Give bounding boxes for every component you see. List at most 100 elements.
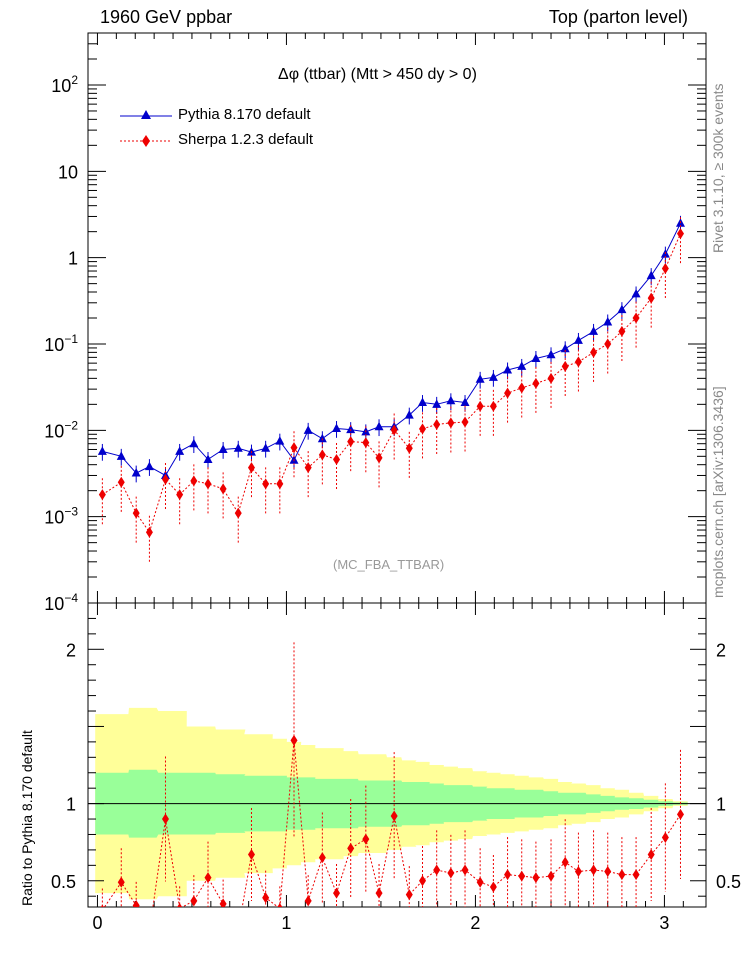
y-tick-label: 10 [58,162,78,182]
pythia-point [374,421,384,431]
pythia-point [432,399,442,408]
ratio-point [574,866,582,878]
ratio-point [632,869,640,881]
ratio-y-tick-label-right: 0.5 [716,872,741,892]
legend-label-pythia: Pythia 8.170 default [178,106,311,123]
ratio-y-tick-label-right: 2 [716,640,726,660]
pythia-point [546,349,556,359]
ratio-point [518,870,526,882]
y-tick-label: 102 [51,73,78,96]
pythia-point [503,364,513,374]
pythia-point [603,316,613,326]
ratio-line [103,740,681,907]
ratio-point [362,833,370,845]
pythia-point [475,374,485,383]
ratio-point [461,864,469,876]
pythia-point [617,304,627,314]
ratio-point [676,808,684,820]
pythia-point [303,425,313,434]
series-layer [97,215,685,937]
ratio-y-tick-label: 0.5 [51,872,76,892]
sherpa-point [476,400,484,412]
sherpa-point [276,478,284,490]
x-tick-label: 1 [281,913,291,933]
sherpa-point [604,338,612,350]
ratio-point [146,926,153,937]
ratio-point [190,895,198,907]
sherpa-point [247,462,255,474]
sherpa-point [433,418,441,430]
ratio-panel-frame [87,602,707,908]
ratio-point [235,925,242,936]
sherpa-point [176,489,184,501]
ratio-y-tick-label: 2 [66,640,76,660]
sherpa-point [234,507,242,519]
sherpa-point [333,453,341,465]
legend-label-sherpa: Sherpa 1.2.3 default [178,131,314,148]
ratio-y-tick-label: 1 [66,795,76,815]
header-energy-label: 1960 GeV ppbar [100,7,233,27]
pythia-point [131,468,141,477]
sherpa-point [347,436,355,448]
pythia-point [97,446,107,455]
ratio-point [476,876,484,888]
sherpa-point [318,449,326,461]
x-tick-label: 3 [659,913,669,933]
ratio-point [333,887,341,899]
sherpa-point [98,489,106,501]
ratio-point [405,889,413,901]
sherpa-point [447,417,455,429]
pythia-point [446,395,456,405]
pythia-point [275,436,285,445]
rivet-version-label: Rivet 3.1.10, ≥ 300k events [710,83,726,253]
sherpa-point [489,400,497,412]
sherpa-point [117,476,125,488]
ratio-point [375,887,383,899]
ratio-y-tick-label-right: 1 [716,795,726,815]
sherpa-point [532,377,540,389]
pythia-point [488,372,498,381]
pythia-point [631,288,641,298]
sherpa-line [102,233,681,534]
ratio-point [132,899,140,907]
sherpa-point [219,483,227,495]
sherpa-point [618,325,626,337]
pythia-point [589,326,599,335]
y-tick-label: 10−3 [44,505,78,528]
pythia-point [646,270,656,280]
ratio-axis-label: Ratio to Pythia 8.170 default [19,730,35,906]
sherpa-point [145,526,153,538]
ratio-point [618,869,626,881]
pythia-point [346,424,356,434]
sherpa-point [590,346,598,358]
pythia-point [573,335,583,344]
ratio-point [304,895,312,907]
sherpa-point [632,312,640,324]
pythia-point [460,397,470,407]
sherpa-point [375,452,383,464]
y-tick-label: 10−2 [44,418,78,441]
sherpa-point [405,442,413,454]
axes: 0 1 2 3 10−4 10−3 10−2 10−1 1 10 102 0.5 0.5 1 1 2 2 [44,32,741,933]
pythia-point [332,423,342,432]
legend-marker-sherpa [120,135,172,147]
sherpa-point [161,473,169,485]
ratio-point [100,904,104,907]
ratio-point [219,898,227,907]
sherpa-point [204,478,212,490]
ratio-point [433,864,441,876]
pythia-point [418,397,428,407]
ratio-point [277,903,283,907]
sherpa-point [390,424,398,436]
pythia-point [144,461,154,471]
header-process-label: Top (parton level) [548,7,688,27]
pythia-point [116,451,126,460]
sherpa-point [647,292,655,304]
ratio-point [504,869,512,881]
ratio-point [161,813,169,825]
ratio-point [547,870,555,882]
ratio-point [247,849,255,861]
sherpa-point [504,387,512,399]
pythia-point [189,438,199,448]
